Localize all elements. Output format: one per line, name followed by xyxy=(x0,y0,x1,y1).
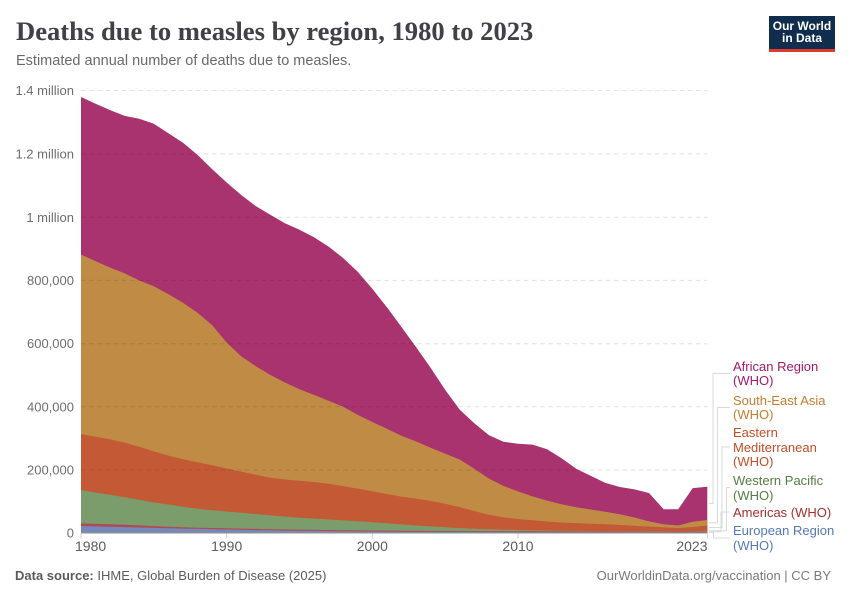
svg-text:1.2 million: 1.2 million xyxy=(15,146,74,161)
svg-text:2010: 2010 xyxy=(502,538,533,554)
svg-text:200,000: 200,000 xyxy=(27,463,74,478)
svg-text:800,000: 800,000 xyxy=(27,273,74,288)
svg-text:1.4 million: 1.4 million xyxy=(15,83,74,98)
svg-text:1980: 1980 xyxy=(75,538,106,554)
svg-text:1 million: 1 million xyxy=(26,210,74,225)
svg-text:2023: 2023 xyxy=(676,538,707,554)
svg-text:400,000: 400,000 xyxy=(27,399,74,414)
svg-text:600,000: 600,000 xyxy=(27,336,74,351)
svg-text:2000: 2000 xyxy=(357,538,388,554)
svg-text:0: 0 xyxy=(67,526,74,541)
svg-text:1990: 1990 xyxy=(211,538,242,554)
